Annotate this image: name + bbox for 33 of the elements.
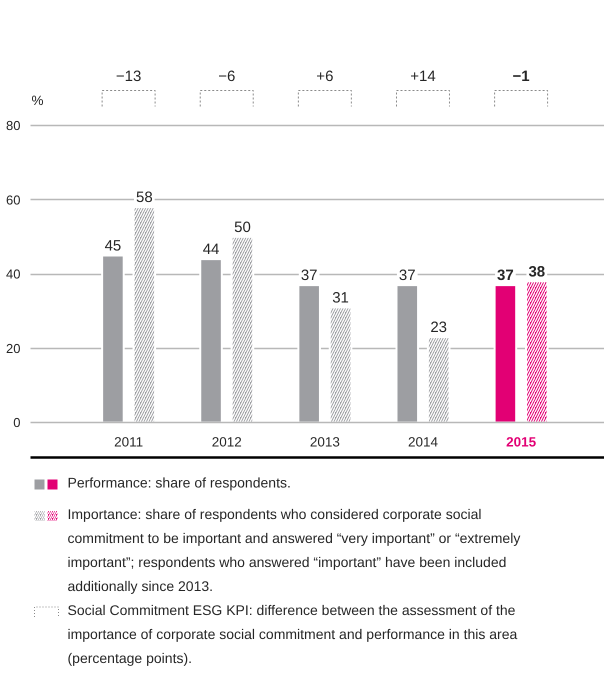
y-tick-label: 0 xyxy=(13,415,21,430)
y-axis-title: % xyxy=(32,93,44,108)
bar xyxy=(199,258,223,422)
y-tick-label: 60 xyxy=(6,192,21,208)
x-tick-label: 2014 xyxy=(408,434,438,450)
text: −1 xyxy=(512,68,530,85)
legend-label: Performance: share of respondents. xyxy=(68,474,291,490)
x-tick-label: 2013 xyxy=(310,434,340,450)
x-tick-label: 2015 xyxy=(506,434,537,450)
data-label: 37 xyxy=(300,267,318,284)
data-label: 31 xyxy=(332,289,349,306)
bar xyxy=(494,284,518,422)
y-tick-label: 20 xyxy=(6,340,21,356)
data-label: 37 xyxy=(398,267,416,284)
x-tick-label: 2011 xyxy=(114,434,144,450)
data-label: 44 xyxy=(202,241,220,258)
data-label: 23 xyxy=(430,319,448,336)
text: −13 xyxy=(116,68,142,85)
text: Social Commitment ESG KPI: difference between the assessment of the importance of corporate social commitment and performance in this area (percentage points). xyxy=(68,602,518,666)
legend-label: Importance: share of respondents who considered corporate social commitment to be important and answered “very important” or “extremely important”; respondents who answered “important” have been included additionally since 2013. xyxy=(68,506,520,594)
data-label: 38 xyxy=(528,263,546,280)
x-tick-label: 2012 xyxy=(212,434,242,450)
text: −6 xyxy=(218,68,236,85)
y-tick-label: 40 xyxy=(6,266,21,282)
data-label: 50 xyxy=(234,218,251,236)
text: +14 xyxy=(410,68,436,85)
bar xyxy=(395,284,420,422)
bar xyxy=(297,284,321,422)
y-tick-label: 80 xyxy=(6,118,21,133)
data-label: 58 xyxy=(136,189,153,206)
data-label: 45 xyxy=(104,237,122,254)
text: +6 xyxy=(316,68,334,85)
data-label: 37 xyxy=(497,267,514,284)
